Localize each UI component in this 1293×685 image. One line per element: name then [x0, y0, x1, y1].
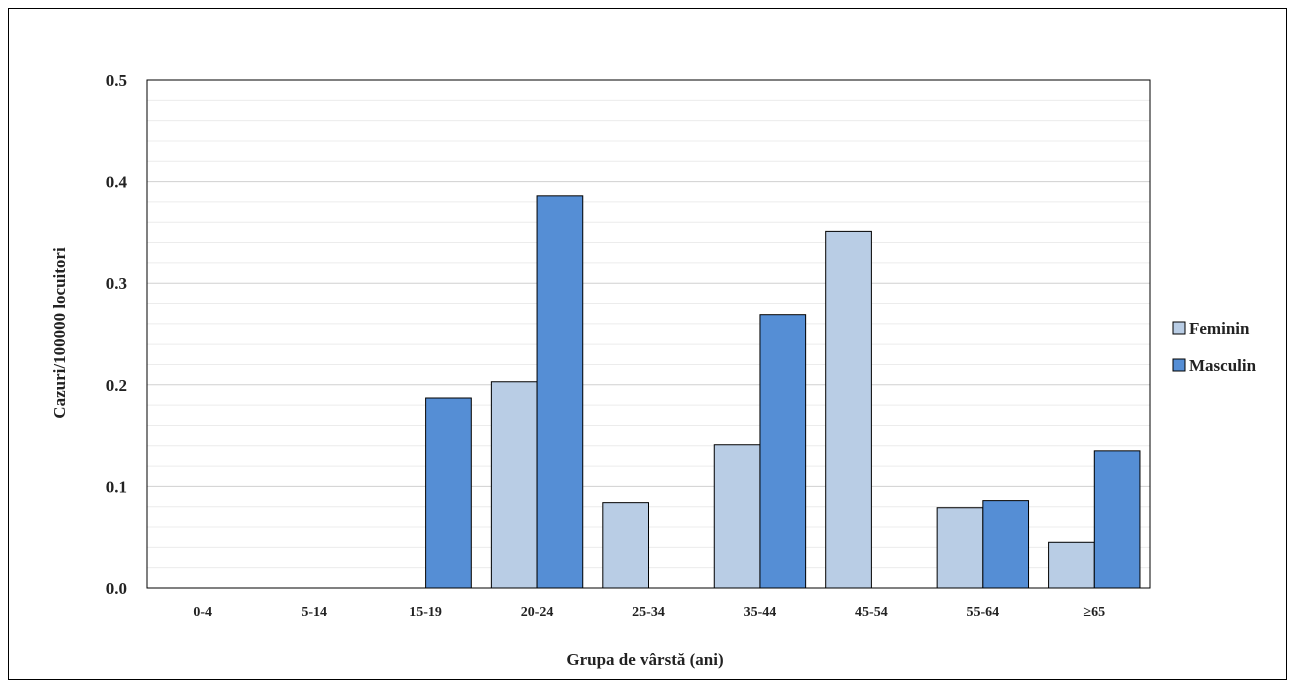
- x-tick-label: 0-4: [193, 605, 212, 620]
- bar-feminin-7: [936, 507, 984, 589]
- y-tick-label: 0.0: [106, 579, 127, 598]
- bar-masculin-3: [536, 195, 584, 589]
- y-tick-label: 0.4: [106, 173, 128, 192]
- legend-swatch-masculin: [1172, 358, 1186, 372]
- legend-label-masculin: Masculin: [1189, 356, 1257, 375]
- legend: Feminin Masculin: [1172, 319, 1257, 375]
- bar-masculin-8: [1093, 450, 1141, 589]
- bar-feminin-8: [1048, 541, 1095, 589]
- x-tick-label: 20-24: [521, 605, 554, 620]
- grid-lines: [147, 99, 1150, 569]
- bars: [425, 195, 1141, 589]
- x-axis-label: Grupa de vârstă (ani): [566, 650, 723, 669]
- bar-feminin-4: [602, 502, 650, 589]
- x-tick-label: 45-54: [855, 605, 888, 620]
- x-tick-label: 15-19: [409, 605, 442, 620]
- x-tick-label: ≥65: [1083, 605, 1105, 620]
- y-tick-label: 0.5: [106, 71, 127, 90]
- bar-feminin-5: [713, 444, 761, 589]
- x-tick-label: 55-64: [966, 605, 999, 620]
- legend-swatch-feminin: [1172, 321, 1186, 335]
- x-tick-label: 25-34: [632, 605, 665, 620]
- bar-feminin-3: [490, 381, 538, 589]
- bar-masculin-2: [425, 397, 472, 589]
- bar-masculin-5: [759, 314, 807, 589]
- x-tick-label: 35-44: [744, 605, 777, 620]
- x-axis-ticks: 0-4 5-14 15-19 20-24 25-34 35-44 45-54 55-64 ≥65: [193, 605, 1105, 620]
- y-tick-label: 0.1: [106, 477, 127, 496]
- bar-masculin-7: [982, 500, 1030, 589]
- y-tick-label: 0.2: [106, 376, 127, 395]
- x-tick-label: 5-14: [301, 605, 327, 620]
- y-axis-ticks: 0.0 0.1 0.2 0.3 0.4 0.5: [106, 71, 128, 598]
- y-axis-label: Cazuri/100000 locuitori: [50, 247, 69, 419]
- y-tick-label: 0.3: [106, 274, 127, 293]
- legend-label-feminin: Feminin: [1189, 319, 1250, 338]
- bar-feminin-6: [825, 230, 872, 589]
